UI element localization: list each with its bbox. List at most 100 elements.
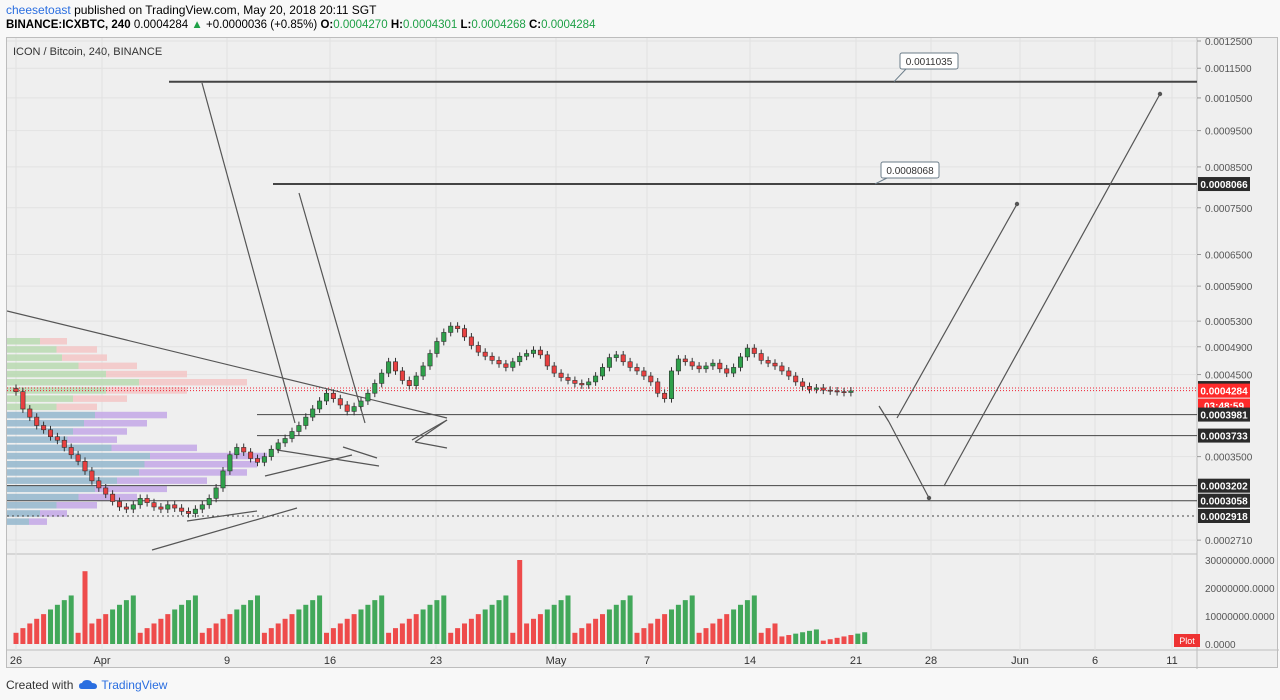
- candle-body: [268, 448, 274, 457]
- candle-body: [786, 370, 792, 377]
- trend-line: [201, 82, 296, 424]
- trend-line: [7, 310, 448, 419]
- candle-body: [634, 367, 640, 372]
- volume-profile-bar: [7, 403, 57, 411]
- candle-body: [351, 406, 357, 412]
- candle-body: [710, 362, 716, 367]
- volume-bar: [41, 614, 47, 644]
- volume-bar: [827, 639, 833, 644]
- candle-body: [813, 387, 819, 390]
- y-tick-label: 0.0009500: [1205, 127, 1253, 138]
- volume-profile-bar: [7, 379, 139, 386]
- tradingview-brand[interactable]: TradingView: [79, 678, 167, 692]
- volume-badge-label: Plot: [1179, 636, 1195, 646]
- candle-body: [337, 398, 343, 406]
- volume-bar: [310, 600, 316, 644]
- volume-bar: [144, 628, 150, 644]
- candle-body: [192, 508, 198, 514]
- candle-body: [599, 367, 605, 377]
- volume-bar: [503, 595, 509, 644]
- candle-body: [41, 425, 47, 431]
- candle-body: [365, 392, 371, 402]
- volume-bar: [227, 614, 233, 644]
- volume-bar: [137, 632, 143, 644]
- volume-bar: [724, 614, 730, 644]
- volume-bar: [758, 632, 764, 644]
- trend-line: [151, 507, 298, 551]
- price-callout-box: [899, 52, 959, 70]
- volume-profile-bar: [7, 436, 68, 443]
- volume-bar: [779, 636, 785, 644]
- candle-body: [779, 365, 785, 372]
- candle-body: [89, 470, 95, 482]
- volume-bar: [317, 595, 323, 644]
- candle-body: [530, 349, 536, 354]
- volume-bar: [855, 633, 861, 644]
- volume-profile-bar: [7, 502, 57, 509]
- candle-body: [744, 347, 750, 358]
- y-tick-label: 0.0006500: [1205, 251, 1253, 262]
- volume-bar: [82, 571, 88, 644]
- volume-bar: [565, 595, 571, 644]
- trend-line: [264, 454, 353, 477]
- candle-body: [110, 493, 116, 502]
- published-text: published on TradingView.com, May 20, 20…: [74, 3, 377, 17]
- volume-bar: [462, 623, 467, 644]
- volume-profile-bar: [7, 485, 95, 493]
- volume-bar: [813, 629, 819, 644]
- author-link[interactable]: cheesetoast: [6, 3, 71, 17]
- volume-bar: [482, 609, 488, 644]
- volume-bar: [268, 628, 274, 644]
- volume-bar: [296, 609, 302, 644]
- volume-profile-bar: [7, 354, 62, 361]
- volume-bar: [510, 632, 516, 644]
- volume-profile-bar: [7, 493, 79, 501]
- chart-panel[interactable]: 26 Apr 9 16 23 May 7 14 21 28 Jun 6 11 0.0012500 0.001…: [6, 37, 1279, 669]
- volume-bar: [531, 618, 536, 644]
- candle-body: [372, 383, 378, 394]
- volume-bar: [793, 633, 799, 644]
- candle-body: [544, 354, 550, 367]
- volume-bar: [537, 614, 543, 644]
- volume-profile-bar: [95, 485, 167, 493]
- volume-bar: [744, 600, 750, 644]
- candle-body: [213, 487, 219, 499]
- volume-bar: [841, 636, 847, 644]
- candle-body: [551, 365, 557, 374]
- volume-bar: [337, 623, 343, 644]
- candle-body: [386, 361, 392, 374]
- volume-profile-bar: [40, 510, 67, 517]
- candle-body: [737, 356, 743, 368]
- price-chart[interactable]: 26 Apr 9 16 23 May 7 14 21 28 Jun 6 11 0.0012500 0.001…: [7, 38, 1279, 669]
- candle-body: [34, 416, 40, 426]
- candle-body: [758, 353, 764, 361]
- candle-body: [682, 358, 688, 363]
- volume-bar: [613, 604, 619, 644]
- candle-body: [330, 392, 336, 399]
- candle-body: [248, 451, 254, 459]
- candle-body: [806, 386, 812, 390]
- high-value: 0.0004301: [402, 19, 458, 31]
- volume-bar: [579, 628, 585, 644]
- axis-price-label: 03:48:59: [1204, 402, 1244, 413]
- volume-bar: [717, 618, 723, 644]
- candle-body: [199, 504, 205, 510]
- candle-body: [793, 375, 799, 383]
- candle-body: [558, 372, 564, 378]
- candle-body: [427, 353, 433, 367]
- candle-body: [165, 504, 171, 510]
- axis-price-label: 0.0003202: [1200, 482, 1248, 493]
- candle-body: [13, 388, 19, 392]
- volume-bar: [303, 604, 309, 644]
- candle-body: [448, 325, 454, 333]
- volume-bar: [68, 595, 74, 644]
- volume-bar: [34, 618, 40, 644]
- volume-bar: [606, 609, 612, 644]
- trend-line: [342, 446, 378, 459]
- candle-body: [537, 349, 543, 356]
- volume-bar: [158, 618, 164, 644]
- axis-price-label: 0.0004284: [1200, 387, 1248, 398]
- volume-bar: [20, 628, 26, 644]
- candle-body: [317, 400, 323, 410]
- candle-body: [358, 400, 364, 407]
